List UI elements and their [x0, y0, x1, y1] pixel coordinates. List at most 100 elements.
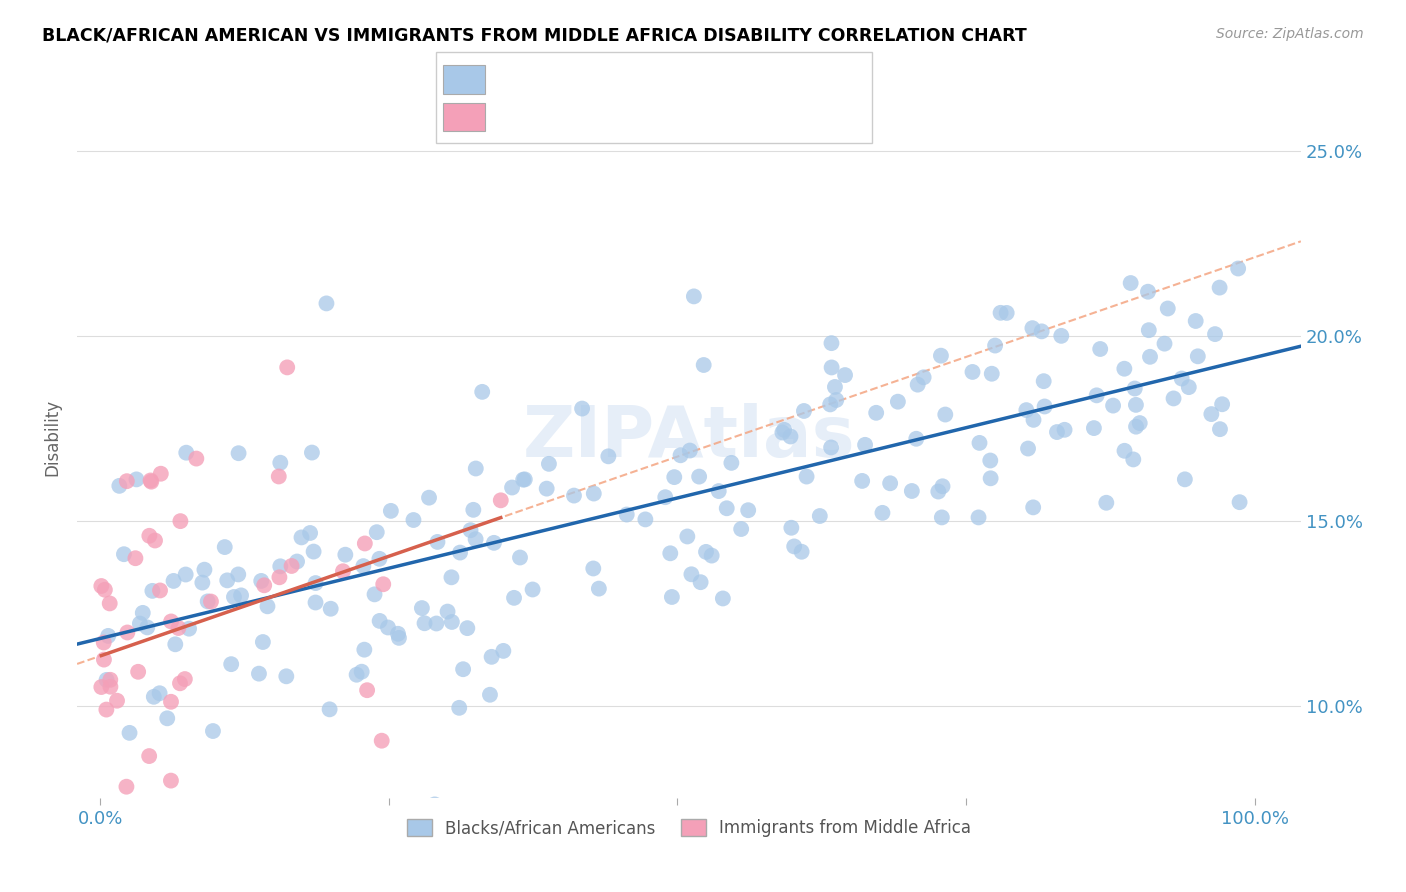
Point: [373, 577, 395, 591]
Point: [94, 582, 117, 597]
Point: [167, 621, 190, 635]
Point: [1209, 422, 1232, 436]
Point: [413, 616, 436, 631]
Point: [139, 474, 162, 488]
Point: [162, 574, 184, 588]
Point: [125, 472, 148, 486]
Point: [984, 338, 1007, 352]
Point: [790, 545, 813, 559]
Point: [659, 546, 682, 560]
Point: [536, 482, 558, 496]
Point: [440, 615, 463, 629]
Point: [901, 483, 924, 498]
Point: [219, 657, 242, 672]
Point: [730, 522, 752, 536]
Point: [319, 601, 342, 615]
Text: N =: N =: [576, 107, 613, 125]
Point: [174, 567, 197, 582]
Point: [250, 574, 273, 588]
Point: [377, 620, 399, 634]
Point: [115, 474, 138, 488]
Point: [634, 512, 657, 526]
Point: [217, 574, 239, 588]
Point: [783, 540, 806, 554]
Point: [676, 529, 699, 543]
Point: [228, 446, 250, 460]
Point: [276, 360, 298, 375]
Point: [160, 615, 183, 629]
Point: [492, 644, 515, 658]
Point: [1136, 285, 1159, 299]
Point: [141, 583, 163, 598]
Point: [820, 360, 842, 375]
Point: [302, 544, 325, 558]
Point: [370, 733, 392, 747]
Point: [142, 690, 165, 704]
Point: [423, 797, 446, 812]
Point: [1129, 416, 1152, 430]
Point: [304, 595, 326, 609]
Point: [1114, 443, 1136, 458]
Point: [134, 880, 156, 892]
Point: [1211, 397, 1233, 411]
Point: [98, 596, 121, 610]
Point: [865, 406, 887, 420]
Point: [779, 429, 801, 443]
Point: [90, 579, 112, 593]
Point: [562, 489, 585, 503]
Point: [387, 626, 409, 640]
Point: [136, 620, 159, 634]
Point: [1022, 500, 1045, 515]
Point: [96, 673, 118, 687]
Point: [108, 479, 131, 493]
Point: [818, 397, 841, 411]
Point: [1017, 442, 1039, 456]
Point: [471, 384, 494, 399]
Point: [402, 513, 425, 527]
Point: [256, 599, 278, 614]
Point: [149, 686, 172, 700]
Point: [93, 652, 115, 666]
Point: [112, 547, 135, 561]
Text: 200: 200: [609, 70, 647, 87]
Point: [1083, 421, 1105, 435]
Point: [1208, 280, 1230, 294]
Point: [1170, 371, 1192, 385]
Point: [366, 525, 388, 540]
Point: [186, 451, 208, 466]
Point: [616, 508, 638, 522]
Point: [425, 616, 447, 631]
Text: 0.263: 0.263: [517, 107, 574, 125]
Text: 0.750: 0.750: [517, 70, 574, 87]
Point: [979, 453, 1001, 467]
Point: [191, 575, 214, 590]
Point: [780, 521, 803, 535]
Point: [773, 423, 796, 437]
Text: R =: R =: [485, 107, 522, 125]
Point: [418, 491, 440, 505]
Point: [335, 548, 357, 562]
Point: [380, 504, 402, 518]
Point: [318, 702, 340, 716]
Text: R =: R =: [485, 70, 522, 87]
Text: 45: 45: [609, 107, 647, 125]
Point: [280, 559, 302, 574]
Point: [931, 479, 953, 493]
Point: [995, 306, 1018, 320]
Point: [165, 637, 187, 651]
Text: ZIPAtlas: ZIPAtlas: [523, 403, 855, 472]
Point: [1153, 336, 1175, 351]
Point: [1021, 321, 1043, 335]
Point: [1102, 399, 1125, 413]
Point: [689, 575, 711, 590]
Point: [962, 365, 984, 379]
Point: [269, 559, 291, 574]
Point: [368, 551, 391, 566]
Point: [201, 724, 224, 739]
Point: [931, 510, 953, 524]
Point: [598, 450, 620, 464]
Point: [1139, 350, 1161, 364]
Point: [267, 469, 290, 483]
Point: [967, 510, 990, 524]
Point: [252, 635, 274, 649]
